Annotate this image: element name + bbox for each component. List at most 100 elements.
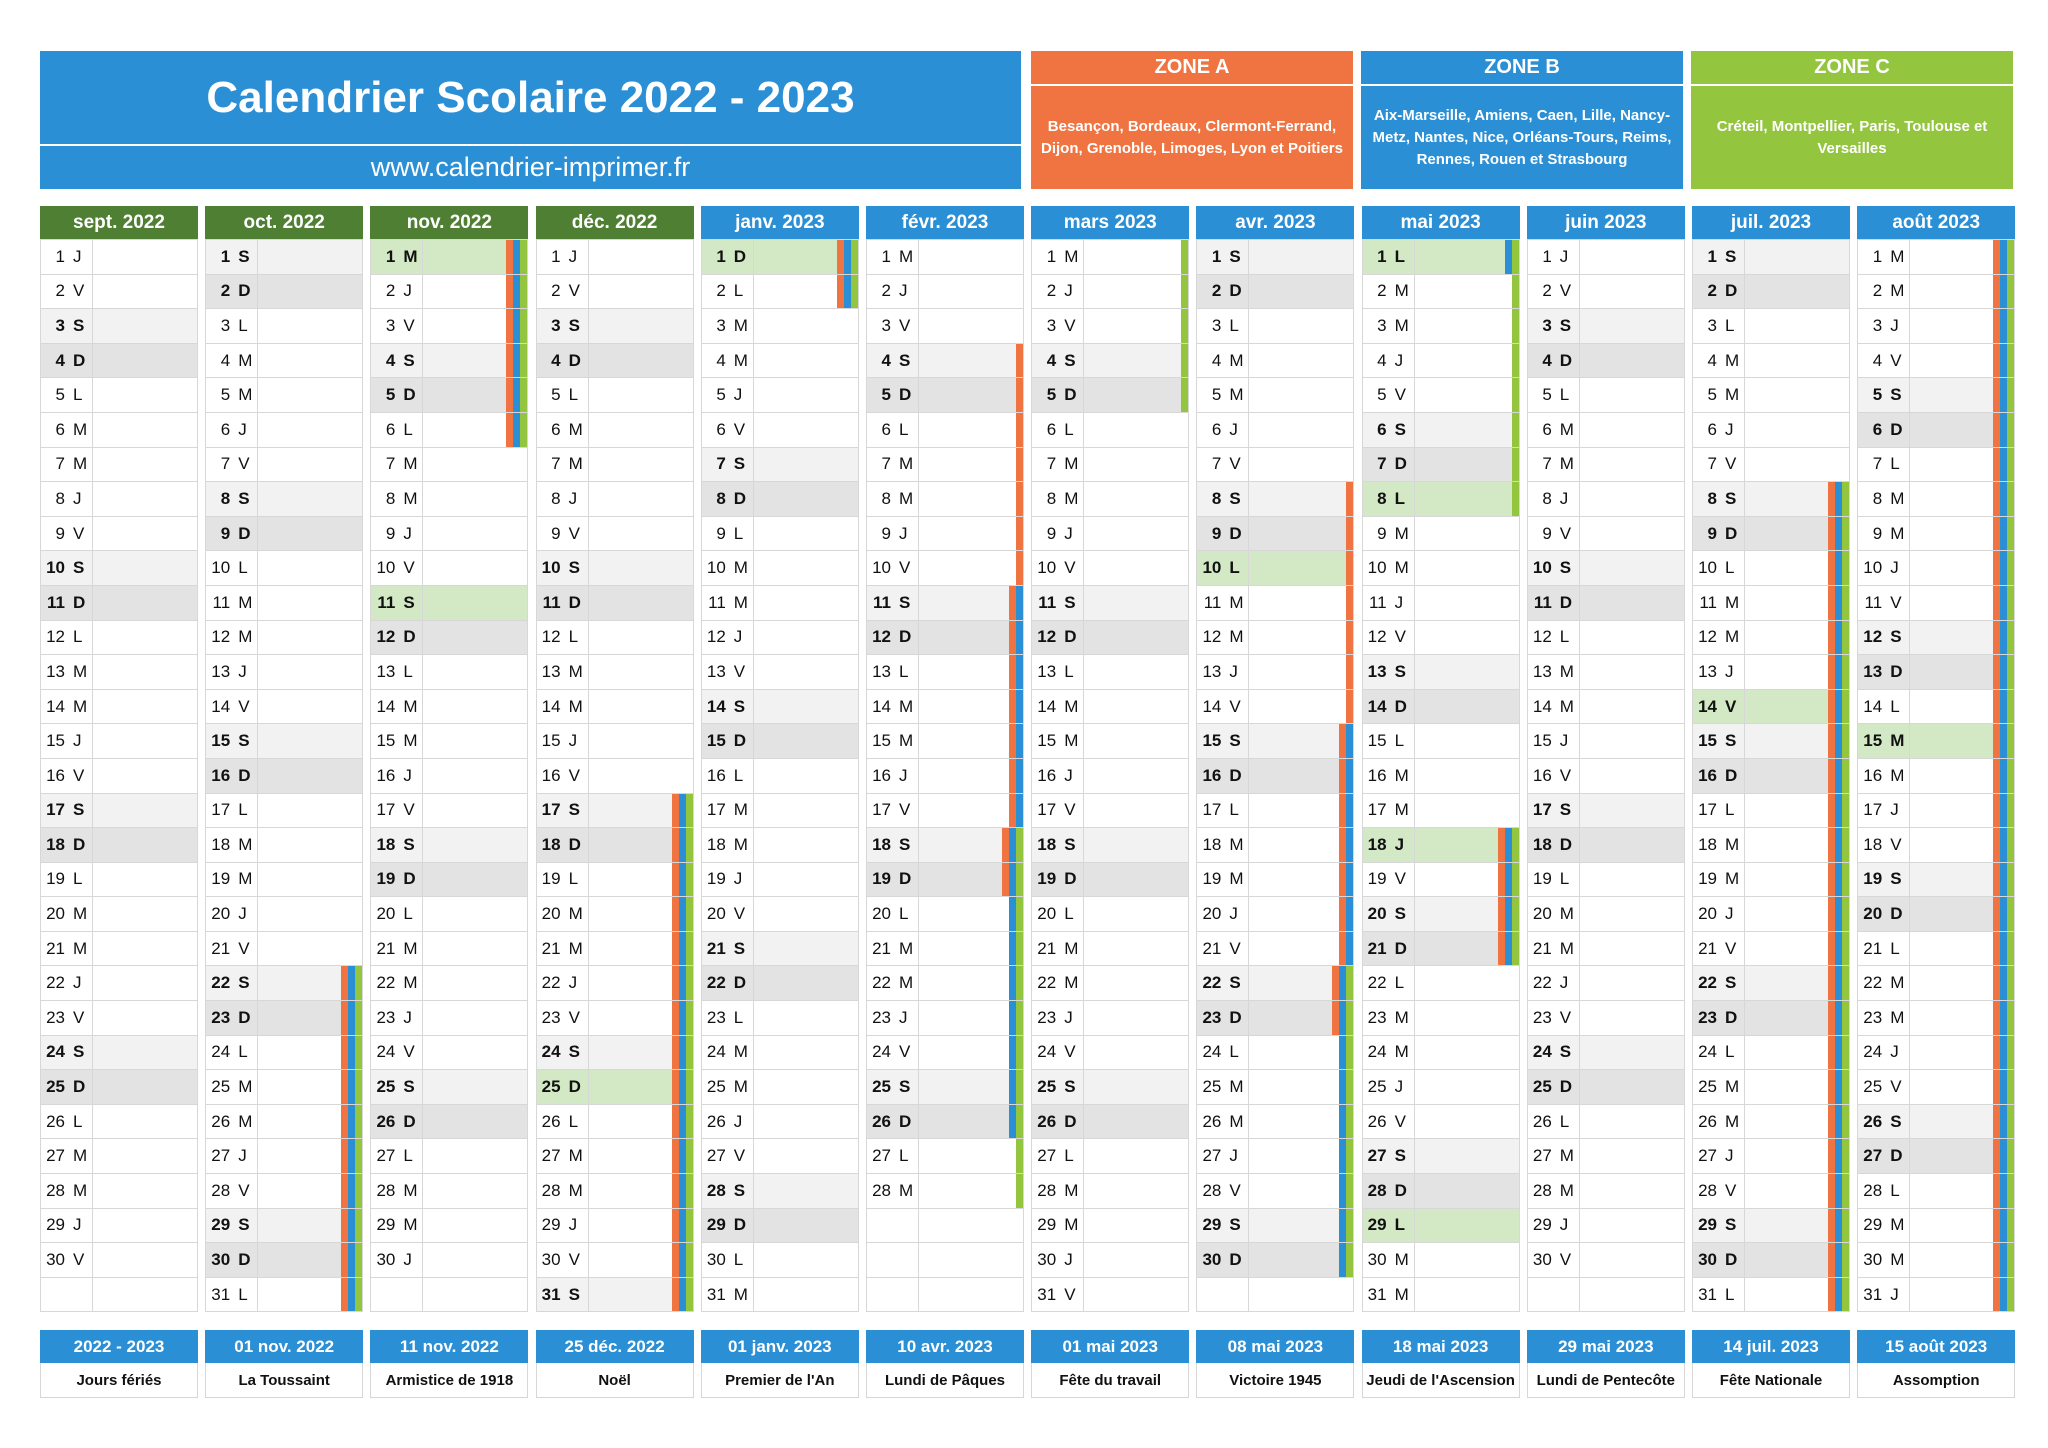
weekday-letter: M bbox=[730, 309, 754, 343]
vacation-bar-zone-a bbox=[671, 1277, 679, 1312]
day-cell: 12 M bbox=[1693, 619, 1849, 655]
day-number: 28 bbox=[1202, 1180, 1222, 1200]
day-cell: 17 M bbox=[701, 792, 858, 828]
weekday-letter: M bbox=[1886, 1208, 1911, 1243]
day-cell: 20 J bbox=[1197, 896, 1354, 931]
weekday-letter: L bbox=[1225, 793, 1250, 828]
day-number: 1 bbox=[1377, 246, 1387, 266]
day-number: 22 bbox=[872, 973, 891, 993]
day-cell: 22 S bbox=[1693, 965, 1849, 1001]
vacation-bar-zone-b bbox=[1346, 758, 1354, 793]
weekday-letter: V bbox=[565, 1001, 589, 1035]
day-cell: 30 L bbox=[701, 1242, 858, 1277]
vacation-bar-zone-b bbox=[1835, 516, 1842, 551]
day-number: 23 bbox=[541, 1007, 561, 1027]
day-cell: 26 S bbox=[1858, 1103, 2015, 1139]
weekday-letter: M bbox=[399, 1174, 424, 1208]
vacation-bar-zone-c bbox=[685, 1070, 693, 1104]
vacation-bar-zone-a bbox=[1339, 897, 1347, 931]
holiday-name: Lundi de Pâques bbox=[866, 1363, 1024, 1398]
vacation-bar-zone-c bbox=[355, 1035, 363, 1070]
day-number: 19 bbox=[1698, 869, 1717, 889]
weekday-letter: S bbox=[1060, 585, 1085, 620]
weekday-letter: D bbox=[1060, 620, 1085, 655]
weekday-letter: S bbox=[1391, 897, 1415, 931]
day-number: 4 bbox=[55, 350, 65, 370]
vacation-bars bbox=[506, 378, 528, 412]
day-cell: 26 D bbox=[867, 1103, 1023, 1139]
day-cell: 12 L bbox=[536, 619, 693, 655]
vacation-bars bbox=[1009, 1104, 1023, 1139]
vacation-bars bbox=[1993, 897, 2015, 931]
vacation-bar-zone-b bbox=[1009, 828, 1016, 862]
vacation-bar-zone-a bbox=[1993, 516, 2001, 551]
holiday-date: 25 déc. 2022 bbox=[535, 1330, 694, 1363]
vacation-bars bbox=[671, 1243, 693, 1277]
weekday-letter: M bbox=[1391, 1035, 1415, 1070]
day-cell: 17 S bbox=[536, 792, 693, 828]
vacation-bar-zone-c bbox=[355, 1208, 363, 1243]
day-cell: 25 S bbox=[371, 1069, 528, 1104]
day-cell: 20 M bbox=[1527, 896, 1684, 931]
weekday-letter: V bbox=[69, 516, 93, 551]
day-cell: 19 D bbox=[371, 861, 528, 897]
day-number: 10 bbox=[1367, 558, 1387, 578]
day-cell: 29 S bbox=[1197, 1207, 1354, 1243]
day-number: 19 bbox=[1863, 869, 1883, 889]
vacation-bars bbox=[1016, 412, 1023, 447]
vacation-bars bbox=[671, 1208, 693, 1243]
day-number: 23 bbox=[1037, 1007, 1057, 1027]
day-number: 14 bbox=[1037, 696, 1057, 716]
vacation-bar-zone-a bbox=[836, 274, 844, 309]
vacation-bar-zone-b bbox=[1835, 931, 1842, 966]
day-number: 28 bbox=[706, 1180, 726, 1200]
vacation-bars bbox=[1828, 689, 1849, 724]
zone-a-cities: Besançon, Bordeaux, Clermont-Ferrand, Di… bbox=[1041, 117, 1343, 157]
vacation-bar-zone-c bbox=[1511, 862, 1519, 897]
day-number: 17 bbox=[1532, 800, 1552, 820]
vacation-bar-zone-c bbox=[685, 1035, 693, 1070]
day-number: 13 bbox=[706, 661, 726, 681]
weekday-letter: M bbox=[1721, 1070, 1745, 1104]
weekday-letter: L bbox=[1391, 1208, 1415, 1243]
vacation-bars bbox=[1993, 620, 2015, 655]
day-number: 7 bbox=[55, 454, 65, 474]
day-number: 16 bbox=[1367, 765, 1387, 785]
weekday-letter: V bbox=[895, 551, 919, 585]
weekday-letter: J bbox=[399, 516, 424, 551]
day-cell: 22 J bbox=[1527, 965, 1684, 1001]
weekday-letter: J bbox=[1391, 343, 1415, 378]
month-days: 1 S 2 D 3 L 4 M 5 M 6 J 7 V 8 S 9 D 10 L 11 M 12 M 13 J 14 V 15 S 16 D 1… bbox=[1196, 239, 1355, 1313]
weekday-letter: V bbox=[895, 1035, 919, 1070]
vacation-bar-zone-a bbox=[1993, 240, 2001, 274]
day-cell: 17 S bbox=[1527, 792, 1684, 828]
day-number: 10 bbox=[46, 558, 65, 578]
day-number: 1 bbox=[716, 246, 726, 266]
day-cell: 27 M bbox=[41, 1138, 197, 1174]
vacation-bar-zone-b bbox=[2000, 793, 2008, 828]
vacation-bars bbox=[1828, 516, 1849, 551]
day-number: 7 bbox=[1377, 454, 1387, 474]
weekday-letter: D bbox=[1721, 758, 1745, 793]
vacation-bars bbox=[1181, 343, 1189, 378]
weekday-letter: L bbox=[1886, 447, 1911, 482]
day-number: 3 bbox=[55, 315, 65, 335]
vacation-bars bbox=[1828, 1070, 1849, 1104]
day-number: 22 bbox=[1863, 973, 1883, 993]
day-number: 8 bbox=[55, 488, 65, 508]
vacation-bars bbox=[1511, 447, 1519, 482]
weekday-letter: S bbox=[1225, 724, 1250, 758]
vacation-bars bbox=[1339, 1139, 1354, 1174]
day-number: 4 bbox=[1872, 350, 1883, 370]
weekday-letter: S bbox=[1225, 1208, 1250, 1243]
day-number: 2 bbox=[1542, 281, 1552, 301]
vacation-bar-zone-a bbox=[1828, 1001, 1835, 1035]
vacation-bar-zone-b bbox=[1504, 240, 1512, 274]
weekday-letter: V bbox=[1721, 689, 1745, 724]
day-cell: 16 L bbox=[701, 757, 858, 793]
